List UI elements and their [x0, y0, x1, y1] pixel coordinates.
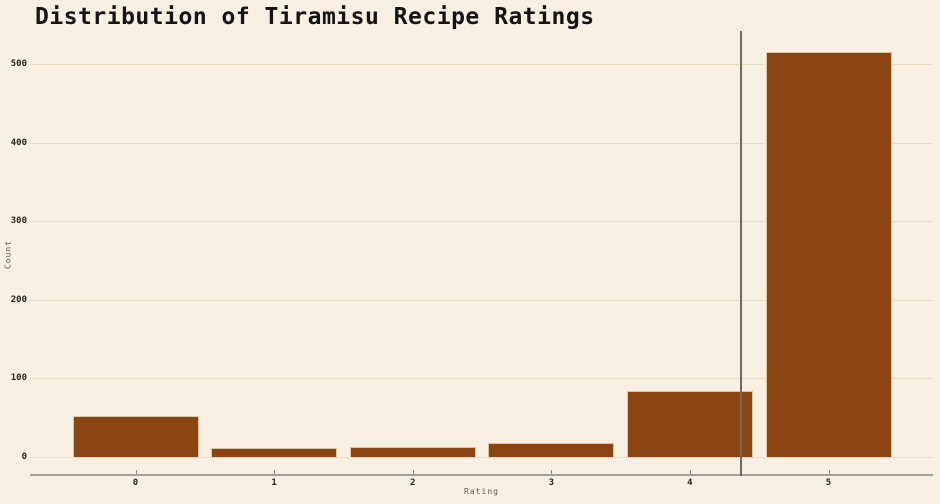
y-tick-label: 0	[21, 452, 27, 462]
x-tick-mark	[412, 470, 414, 474]
x-tick-mark	[274, 470, 276, 474]
x-tick-label: 1	[271, 478, 277, 488]
gridline	[30, 378, 933, 380]
x-tick-label: 5	[825, 478, 832, 488]
gridline	[30, 221, 933, 223]
bar-rating-5	[765, 52, 892, 457]
y-tick-label: 300	[10, 216, 27, 227]
gridline	[30, 299, 933, 301]
y-axis-label: Count	[3, 239, 13, 270]
x-tick-label: 4	[687, 478, 693, 488]
bar-rating-4	[626, 390, 753, 457]
bar-rating-0	[72, 416, 199, 457]
gridline	[30, 457, 933, 458]
gridline	[30, 64, 933, 65]
bar-rating-3	[488, 442, 615, 457]
x-tick-mark	[551, 470, 553, 474]
x-tick-mark	[689, 470, 691, 474]
y-tick-label: 400	[10, 137, 27, 148]
x-tick-mark	[828, 470, 830, 474]
x-axis-line	[30, 474, 933, 476]
x-tick-label: 2	[409, 478, 416, 488]
chart-title: Distribution of Tiramisu Recipe Ratings	[35, 4, 595, 30]
bar-rating-1	[211, 448, 338, 457]
y-tick-label: 500	[10, 59, 27, 69]
mean-rating-line	[740, 31, 743, 476]
x-tick-label: 3	[548, 478, 554, 488]
x-axis-label: Rating	[464, 487, 499, 496]
y-tick-label: 200	[10, 294, 27, 305]
bar-rating-2	[349, 446, 476, 457]
x-tick-mark	[135, 470, 137, 474]
gridline	[30, 142, 933, 144]
y-tick-label: 100	[10, 373, 27, 384]
x-tick-label: 0	[132, 478, 139, 488]
